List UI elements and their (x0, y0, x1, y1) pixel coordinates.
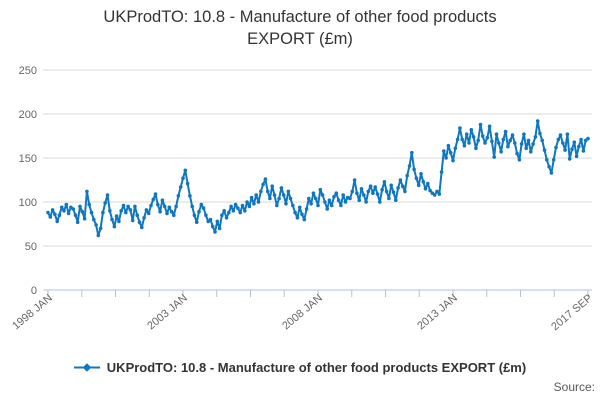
legend-label: UKProdTO: 10.8 - Manufacture of other fo… (106, 360, 527, 375)
x-tick-label: 2003 JAN (145, 292, 190, 332)
y-tick-label: 200 (19, 109, 37, 121)
x-tick-label: 2008 JAN (280, 292, 325, 332)
y-gridlines (43, 69, 592, 291)
y-tick-label: 250 (19, 65, 37, 77)
y-axis-labels: 0 50 100 150 200 250 (19, 65, 37, 297)
y-tick-label: 50 (25, 241, 37, 253)
x-axis-labels: 1998 JAN 2003 JAN 2008 JAN 2013 JAN 2017 SEP (10, 292, 595, 333)
chart-title-line2: EXPORT (£m) (247, 29, 353, 48)
source-label: Source: (553, 380, 595, 394)
y-tick-label: 0 (31, 285, 37, 297)
chart-title-line1: UKProdTO: 10.8 - Manufacture of other fo… (103, 8, 497, 26)
y-tick-label: 100 (19, 197, 37, 209)
y-tick-label: 150 (19, 153, 37, 165)
legend-line-marker-icon (73, 363, 100, 372)
chart-title: UKProdTO: 10.8 - Manufacture of other fo… (0, 7, 600, 51)
x-axis-line-and-ticks (44, 289, 592, 297)
legend: UKProdTO: 10.8 - Manufacture of other fo… (0, 360, 600, 375)
data-series-line (46, 119, 590, 238)
x-tick-label: 1998 JAN (10, 292, 55, 332)
x-tick-label: 2017 SEP (549, 292, 595, 333)
x-tick-label: 2013 JAN (415, 292, 460, 332)
